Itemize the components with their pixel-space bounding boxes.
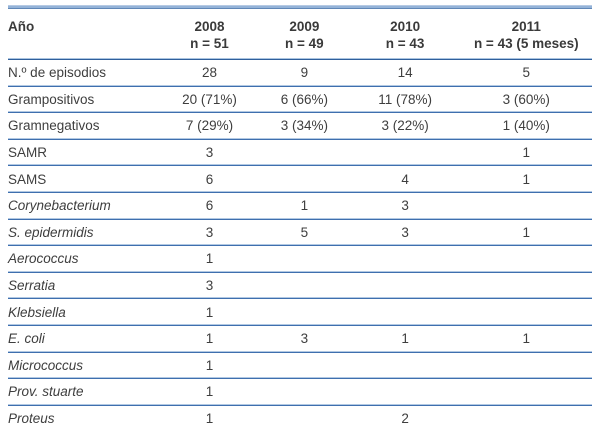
cell-2010: 14 [349, 59, 461, 87]
cell-2010 [349, 298, 461, 326]
cell-2010: 4 [349, 165, 461, 193]
cell-2011: 1 [460, 165, 592, 193]
row-label: Serratia [8, 272, 160, 300]
cell-2010: 11 (78%) [349, 86, 461, 114]
table-row: Grampositivos 20 (71%) 6 (66%) 11 (78%) … [8, 86, 592, 114]
cell-2009 [259, 165, 350, 193]
cell-2009 [259, 298, 350, 326]
cell-2009 [259, 405, 350, 427]
cell-2009 [259, 272, 350, 300]
cell-2011: 1 [460, 219, 592, 247]
cell-2010: 3 [349, 219, 461, 247]
row-label: Corynebacterium [8, 192, 160, 220]
cell-2008: 3 [159, 272, 260, 300]
cell-2010 [349, 245, 461, 273]
cell-2010 [349, 139, 461, 167]
table-row: Serratia 3 [8, 272, 592, 300]
table-row: S. epidermidis 3 5 3 1 [8, 219, 592, 247]
cell-2011: 1 [460, 139, 592, 167]
cell-2008: 6 [159, 165, 260, 193]
row-label: Prov. stuarte [8, 378, 160, 406]
cell-2009: 6 (66%) [259, 86, 350, 114]
table-row: SAMR 3 1 [8, 139, 592, 167]
cell-2009 [259, 139, 350, 167]
row-label: Gramnegativos [8, 112, 160, 140]
table-row: Corynebacterium 6 1 3 [8, 192, 592, 220]
table-row: N.º de episodios 28 9 14 5 [8, 59, 592, 87]
row-label: SAMR [8, 139, 160, 167]
row-label: S. epidermidis [8, 219, 160, 247]
table-header: Año 2008 n = 51 2009 n = 49 2010 n = 43 … [8, 9, 592, 60]
table-row: Proteus 1 2 [8, 405, 592, 427]
row-label: Grampositivos [8, 86, 160, 114]
cell-2011 [460, 272, 592, 300]
cell-2010: 3 (22%) [349, 112, 461, 140]
cell-2009 [259, 352, 350, 380]
cell-2011 [460, 405, 592, 427]
cell-2008: 1 [159, 378, 260, 406]
cell-2010 [349, 378, 461, 406]
cell-2008: 1 [159, 298, 260, 326]
cell-2011 [460, 352, 592, 380]
cell-2009: 1 [259, 192, 350, 220]
cell-2011 [460, 378, 592, 406]
column-header-2010: 2010 n = 43 [349, 9, 461, 60]
column-header-2009: 2009 n = 49 [259, 9, 350, 60]
cell-2011 [460, 298, 592, 326]
cell-2008: 1 [159, 405, 260, 427]
cell-2009: 3 [259, 325, 350, 353]
table-top-rule [8, 5, 592, 9]
row-label: Micrococcus [8, 352, 160, 380]
cell-2008: 6 [159, 192, 260, 220]
cell-2009: 5 [259, 219, 350, 247]
row-label: Klebsiella [8, 298, 160, 326]
cell-2010: 2 [349, 405, 461, 427]
cell-2011: 5 [460, 59, 592, 87]
header-row: Año 2008 n = 51 2009 n = 49 2010 n = 43 … [8, 9, 592, 60]
cell-2008: 1 [159, 245, 260, 273]
column-header-2008: 2008 n = 51 [159, 9, 260, 60]
cell-2011: 3 (60%) [460, 86, 592, 114]
cell-2011: 1 (40%) [460, 112, 592, 140]
table-row: Gramnegativos 7 (29%) 3 (34%) 3 (22%) 1 … [8, 112, 592, 140]
cell-2009: 3 (34%) [259, 112, 350, 140]
cell-2011 [460, 192, 592, 220]
row-label: N.º de episodios [8, 59, 160, 87]
cell-2010 [349, 272, 461, 300]
cell-2011 [460, 245, 592, 273]
row-label: SAMS [8, 165, 160, 193]
cell-2010 [349, 352, 461, 380]
column-header-year-label: Año [8, 9, 160, 60]
table-row: Micrococcus 1 [8, 352, 592, 380]
table-row: SAMS 6 4 1 [8, 165, 592, 193]
row-label: Proteus [8, 405, 160, 427]
cell-2011: 1 [460, 325, 592, 353]
cell-2008: 3 [159, 139, 260, 167]
cell-2008: 3 [159, 219, 260, 247]
cell-2009 [259, 245, 350, 273]
row-label: E. coli [8, 325, 160, 353]
table-body: N.º de episodios 28 9 14 5 Grampositivos… [8, 59, 592, 427]
table-row: Prov. stuarte 1 [8, 378, 592, 406]
header-ano: Año [8, 19, 35, 34]
cell-2009: 9 [259, 59, 350, 87]
cell-2008: 1 [159, 352, 260, 380]
row-label: Aerococcus [8, 245, 160, 273]
cell-2008: 20 (71%) [159, 86, 260, 114]
cell-2010: 3 [349, 192, 461, 220]
column-header-2011: 2011 n = 43 (5 meses) [460, 9, 592, 60]
cell-2008: 28 [159, 59, 260, 87]
table-row: Klebsiella 1 [8, 298, 592, 326]
cell-2008: 7 (29%) [159, 112, 260, 140]
table-row: Aerococcus 1 [8, 245, 592, 273]
episodes-by-year-table: Año 2008 n = 51 2009 n = 49 2010 n = 43 … [8, 9, 592, 427]
cell-2008: 1 [159, 325, 260, 353]
table-row: E. coli 1 3 1 1 [8, 325, 592, 353]
cell-2009 [259, 378, 350, 406]
cell-2010: 1 [349, 325, 461, 353]
